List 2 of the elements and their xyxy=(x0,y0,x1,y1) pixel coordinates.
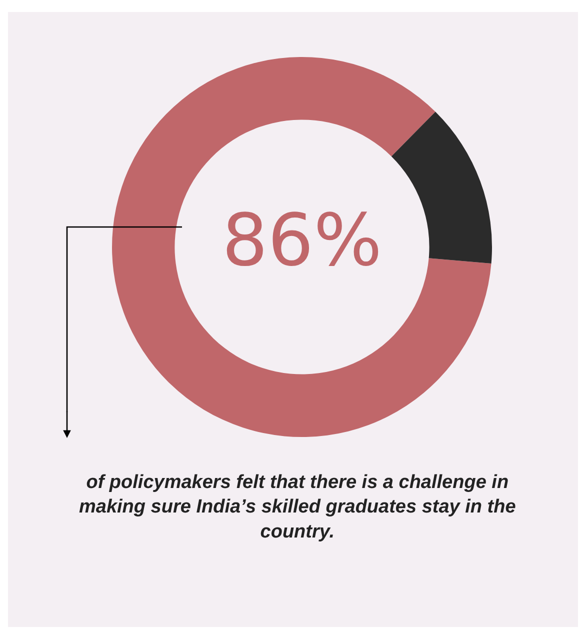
text: of policymakers felt that there is a challenge in making sure India’s skilled graduates stay in the country. xyxy=(79,472,516,542)
data-label: 86% xyxy=(222,198,382,282)
